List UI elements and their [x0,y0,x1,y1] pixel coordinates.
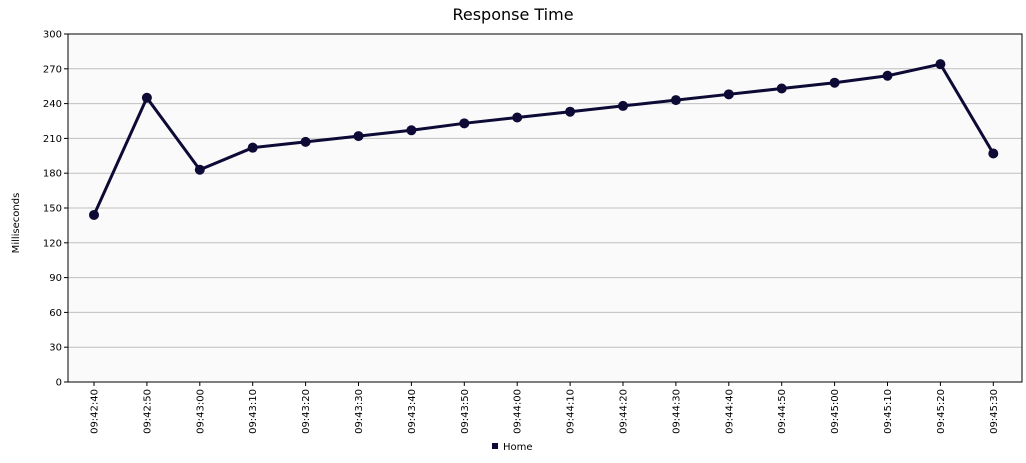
y-tick-label: 0 [56,378,62,389]
y-tick-label: 210 [43,134,62,145]
x-tick-label: 09:45:20 [936,389,947,434]
plot-border [67,33,1023,383]
series-home [89,59,999,220]
y-tick-label: 240 [43,99,62,110]
x-tick-label: 09:44:50 [777,389,788,434]
data-point [406,125,417,136]
x-tick-label: 09:43:10 [248,389,259,434]
y-tick-label: 180 [43,169,62,180]
data-point [723,89,734,100]
data-point [829,77,840,88]
data-point [935,59,946,70]
data-point [247,142,258,153]
chart-title: Response Time [452,5,573,24]
x-axis-ticks: 09:42:40 09:42:50 09:43:00 09:43:10 09:43:20… [90,382,1000,434]
legend-swatch-home [492,443,498,449]
data-point [776,83,787,94]
data-point [565,106,576,117]
data-point [141,92,152,103]
y-tick-label: 90 [49,273,62,284]
y-tick-label: 120 [43,238,62,249]
data-point [194,164,205,175]
data-point [618,100,628,111]
y-tick-label: 60 [49,308,62,319]
x-tick-label: 09:43:40 [407,389,418,434]
x-tick-label: 09:43:20 [301,389,312,434]
y-tick-label: 270 [43,64,62,75]
y-tick-label: 30 [49,343,62,354]
x-tick-label: 09:44:00 [513,389,524,434]
data-point [459,118,470,129]
y-axis-ticks: 0 30 60 90 120 150 180 210 240 270 300 [43,30,68,389]
x-tick-label: 09:45:10 [883,389,894,434]
data-point [882,70,893,81]
y-tick-label: 150 [43,204,62,215]
x-tick-label: 09:42:40 [90,389,101,434]
grid-lines [68,68,1022,348]
data-point [300,136,311,147]
legend-label-home: Home [503,442,533,453]
x-tick-label: 09:42:50 [142,389,153,434]
data-point [988,148,999,159]
data-point [670,95,681,106]
x-tick-label: 09:43:00 [195,389,206,434]
legend: Home [492,442,533,453]
x-tick-label: 09:44:10 [566,389,577,434]
series-line-home [92,62,995,216]
y-tick-label: 300 [43,30,62,41]
x-tick-label: 09:44:40 [724,389,735,434]
x-tick-label: 09:44:30 [671,389,682,434]
data-point [353,131,364,142]
data-point [512,112,523,123]
x-tick-label: 09:43:50 [460,389,471,434]
x-tick-label: 09:45:00 [830,389,841,434]
x-tick-label: 09:43:30 [354,389,365,434]
data-point [89,209,99,220]
x-tick-label: 09:45:30 [989,389,1000,434]
x-tick-label: 09:44:20 [619,389,630,434]
y-axis-label: Milliseconds [11,193,22,254]
